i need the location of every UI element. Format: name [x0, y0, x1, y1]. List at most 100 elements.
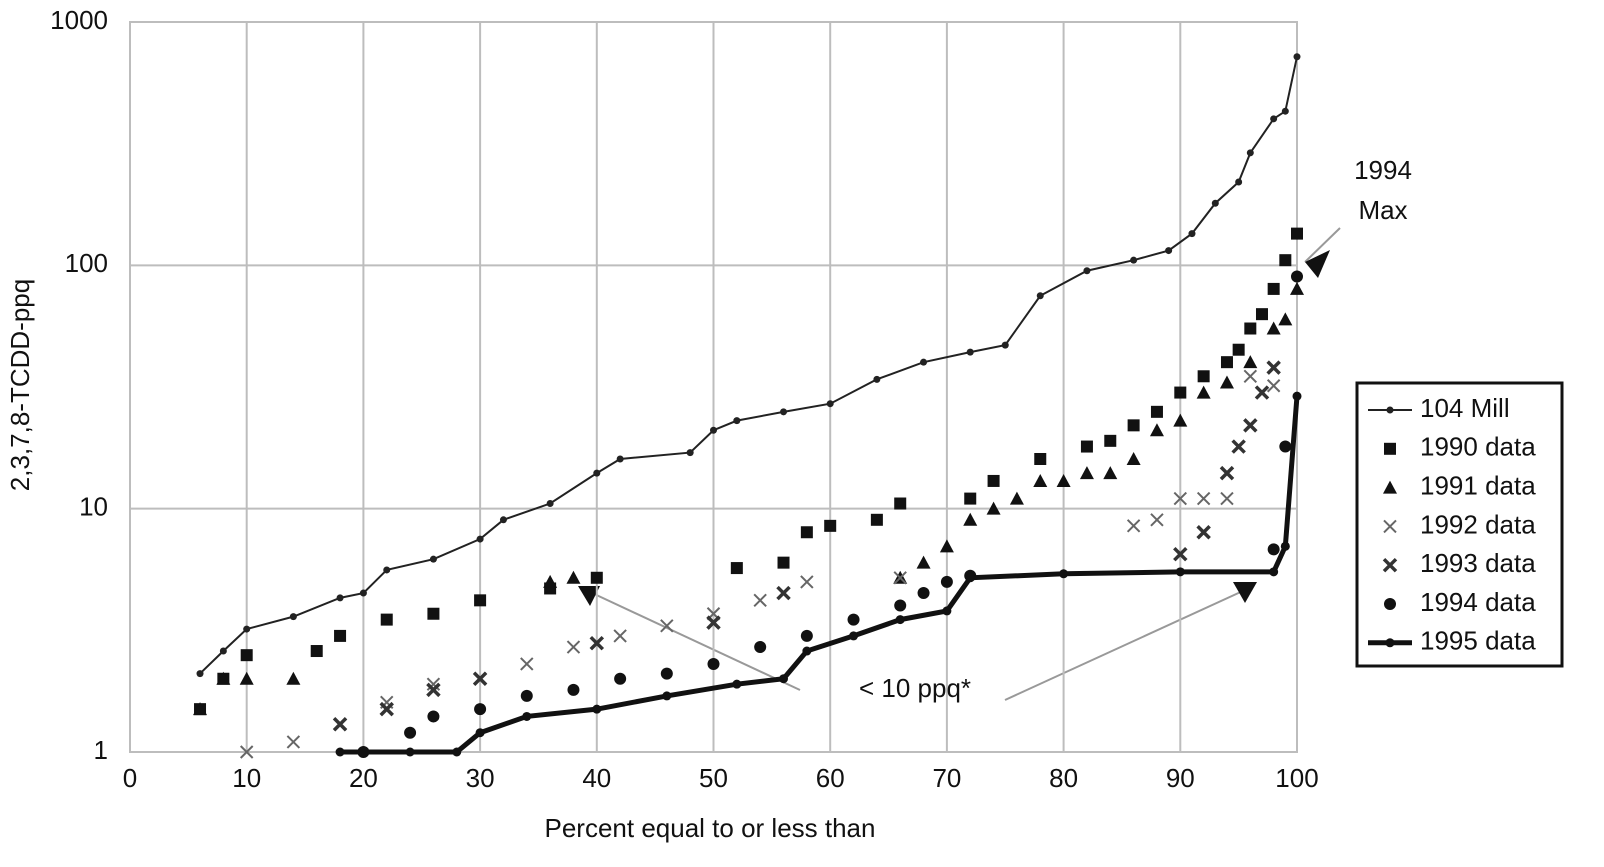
- legend-label: 104 Mill: [1420, 393, 1510, 423]
- circle-marker: [196, 670, 204, 678]
- x-marker: [1126, 519, 1141, 533]
- circle-marker: [475, 728, 485, 738]
- x-marker: [1173, 546, 1188, 562]
- series-line: [340, 395, 1300, 755]
- circle-marker: [1280, 541, 1290, 551]
- triangle-marker: [1243, 355, 1258, 369]
- x-marker: [286, 735, 301, 749]
- legend-label: 1992 data: [1420, 509, 1536, 539]
- circle-marker: [707, 657, 720, 670]
- x-marker: [706, 615, 721, 630]
- x-tick-label: 30: [466, 763, 495, 793]
- triangle-marker: [1266, 321, 1281, 335]
- legend-label: 1994 data: [1420, 587, 1536, 617]
- circle-marker: [1267, 543, 1280, 556]
- triangle-marker: [1278, 312, 1293, 326]
- circle-marker: [1235, 178, 1243, 186]
- circle-marker: [567, 683, 580, 696]
- circle-marker: [966, 348, 974, 356]
- x-marker: [893, 571, 907, 585]
- circle-marker: [592, 704, 602, 714]
- x-marker: [753, 593, 767, 608]
- x-marker: [1173, 491, 1188, 506]
- square-marker: [590, 571, 603, 584]
- x-marker: [1150, 513, 1164, 527]
- circle-marker: [359, 589, 367, 597]
- y-tick-label: 1000: [50, 5, 108, 35]
- triangle-marker: [1056, 473, 1071, 487]
- circle-marker: [429, 555, 437, 563]
- legend-label: 1991 data: [1420, 470, 1536, 500]
- triangle-marker: [963, 512, 978, 526]
- circle-marker: [920, 358, 928, 366]
- x-tick-label: 10: [232, 763, 261, 793]
- x-marker: [520, 657, 534, 671]
- arrow-heads: [578, 250, 1330, 606]
- x-marker: [1196, 525, 1211, 540]
- circle-marker: [614, 672, 627, 685]
- circle-marker: [847, 613, 860, 626]
- triangle-marker: [916, 555, 931, 569]
- triangle-marker: [1173, 413, 1188, 427]
- square-marker: [1267, 282, 1280, 295]
- circle-marker: [780, 408, 788, 416]
- triangle-marker: [1219, 375, 1234, 389]
- square-marker: [1034, 452, 1047, 465]
- circle-marker: [520, 689, 533, 702]
- x-marker: [566, 640, 581, 654]
- square-marker: [334, 629, 347, 642]
- legend-box: [1355, 381, 1564, 668]
- triangle-marker: [1009, 491, 1024, 505]
- circle-marker: [404, 726, 417, 739]
- x-marker: [1383, 519, 1397, 534]
- annotation: Max: [1358, 195, 1407, 225]
- circle-marker: [732, 679, 742, 689]
- triangle-marker: [939, 539, 954, 553]
- circle-marker: [1246, 149, 1254, 157]
- series-line: [199, 56, 1298, 675]
- circle-marker: [826, 400, 834, 408]
- square-marker: [474, 594, 487, 607]
- x-marker: [239, 745, 254, 759]
- square-marker: [987, 474, 1000, 487]
- circle-marker: [1279, 440, 1292, 453]
- circle-marker: [335, 747, 345, 757]
- circle-marker: [894, 599, 907, 612]
- circle-marker: [383, 566, 391, 574]
- circle-marker: [710, 426, 717, 434]
- square-marker: [777, 556, 790, 569]
- circle-marker: [1384, 598, 1396, 610]
- circle-marker: [1211, 199, 1219, 207]
- x-marker: [1266, 379, 1281, 393]
- x-tick-label: 0: [123, 763, 137, 793]
- circle-marker: [243, 625, 251, 633]
- x-marker: [1243, 418, 1258, 433]
- x-tick-label: 80: [1049, 763, 1078, 793]
- triangle-marker: [1103, 466, 1118, 480]
- circle-marker: [1165, 247, 1173, 255]
- circle-marker: [522, 711, 532, 721]
- circle-marker: [1386, 406, 1394, 414]
- circle-marker: [660, 667, 673, 680]
- square-marker: [1080, 440, 1093, 453]
- triangle-marker: [1290, 281, 1304, 295]
- circle-marker: [593, 469, 601, 477]
- square-marker: [427, 607, 440, 620]
- square-marker: [824, 519, 837, 532]
- square-marker: [380, 613, 393, 626]
- y-axis-label: 2,3,7,8-TCDD-ppq: [5, 279, 35, 491]
- square-marker: [800, 526, 813, 539]
- x-tick-label: 100: [1275, 763, 1318, 793]
- legend-label: 1990 data: [1420, 432, 1536, 462]
- circle-marker: [427, 710, 440, 723]
- circle-marker: [1059, 569, 1069, 579]
- square-marker: [730, 562, 743, 575]
- circle-marker: [917, 587, 930, 600]
- circle-marker: [940, 575, 953, 588]
- circle-marker: [802, 646, 812, 656]
- triangle-marker: [239, 671, 254, 685]
- legend-label: 1995 data: [1420, 626, 1536, 656]
- circle-marker: [942, 606, 952, 616]
- x-marker: [1220, 491, 1234, 506]
- circle-marker: [476, 535, 484, 543]
